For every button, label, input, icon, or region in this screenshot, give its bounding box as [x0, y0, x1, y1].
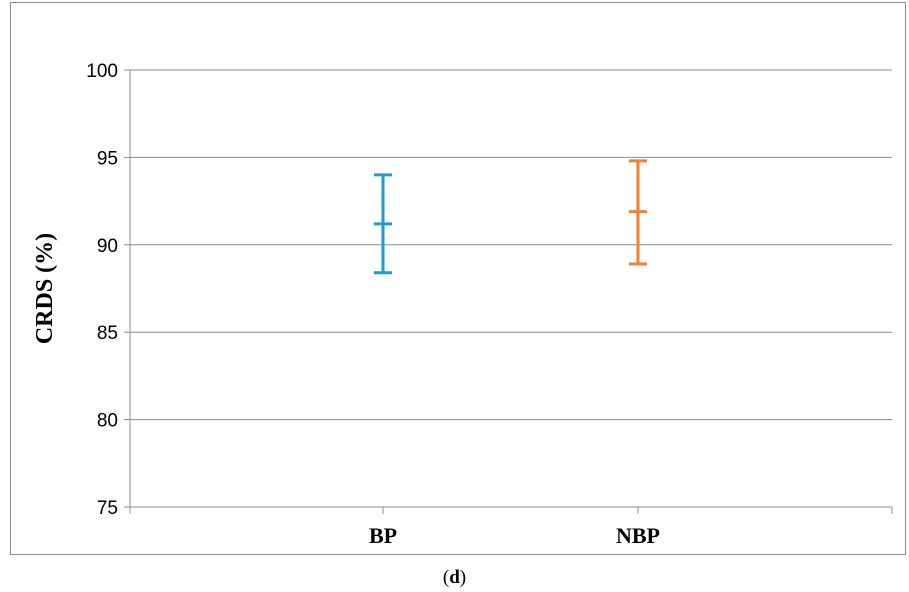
y-tick-label-75: 75 [97, 498, 118, 519]
gridlines [130, 69, 892, 421]
x-category-labels: BP NBP [369, 523, 660, 548]
caption-letter: d [449, 567, 460, 588]
y-tick-label-95: 95 [97, 148, 118, 169]
y-tick-labels: 75 80 85 90 95 100 [86, 61, 118, 519]
y-tick-label-90: 90 [97, 236, 118, 257]
caption-close-paren: ) [459, 567, 467, 588]
y-tick-label-100: 100 [86, 61, 118, 82]
error-bar-nbp [629, 159, 647, 266]
y-axis-title: CRDS (%) [32, 233, 58, 344]
x-category-label-bp: BP [369, 523, 397, 548]
x-category-label-nbp: NBP [616, 523, 660, 548]
chart-plot: 75 80 85 90 95 100 BP NBP CRDS (%) [32, 61, 893, 548]
caption-open-paren: ( [442, 567, 450, 588]
y-tick-label-80: 80 [97, 411, 118, 432]
error-bars [374, 159, 647, 275]
axes [124, 69, 893, 514]
error-bar-bp [374, 173, 392, 275]
y-tick-label-85: 85 [97, 323, 118, 344]
chart-frame [10, 2, 906, 555]
figure-caption: (d) [0, 567, 909, 589]
